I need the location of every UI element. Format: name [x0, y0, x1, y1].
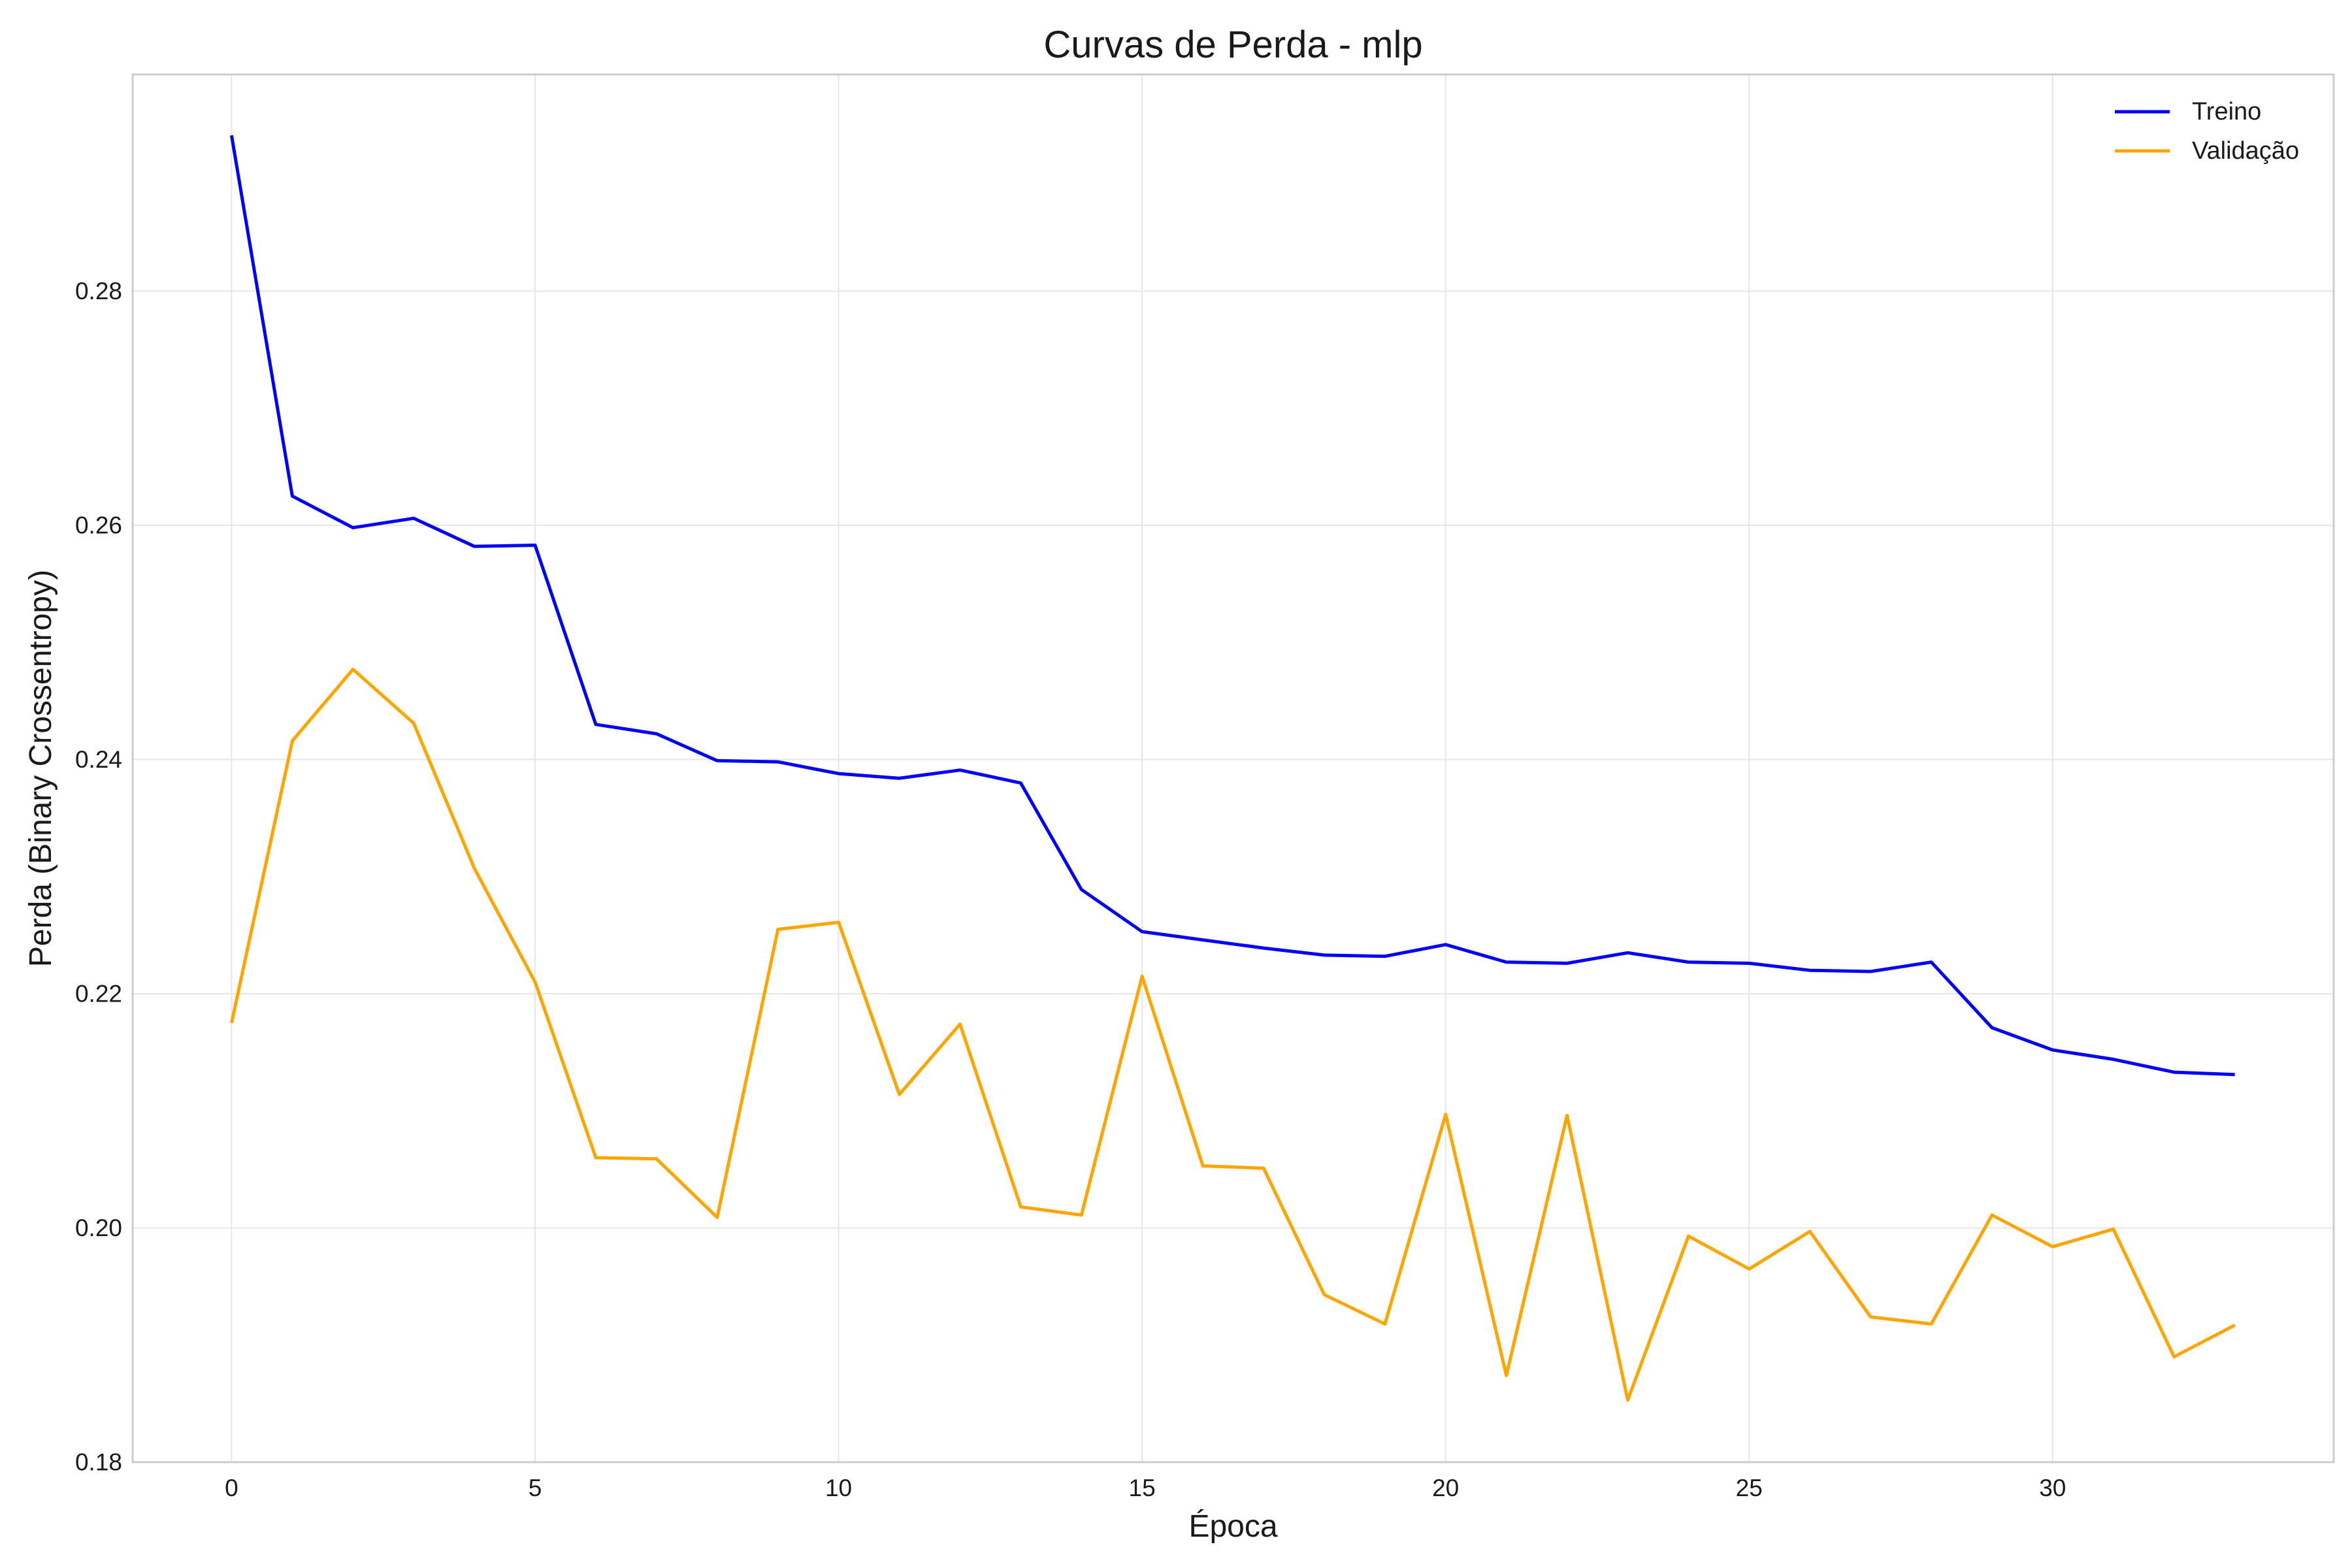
x-tick-label: 10 — [825, 1475, 852, 1501]
x-tick-label: 25 — [1736, 1475, 1763, 1501]
x-tick-label: 15 — [1129, 1475, 1156, 1501]
chart-title: Curvas de Perda - mlp — [1043, 24, 1422, 66]
legend: Treino Validação — [2115, 98, 2299, 165]
x-tick-label: 0 — [225, 1475, 238, 1501]
y-axis-label: Perda (Binary Crossentropy) — [24, 570, 58, 967]
legend-item-validacao: Validação — [2115, 137, 2299, 165]
legend-label: Validação — [2192, 137, 2299, 165]
legend-item-treino: Treino — [2115, 98, 2261, 125]
series-line-treino — [229, 135, 2235, 1077]
plot-area — [133, 74, 2334, 1462]
y-tick-label: 0.28 — [75, 278, 122, 304]
y-tick-label: 0.18 — [75, 1449, 122, 1476]
y-tick-label: 0.22 — [75, 981, 122, 1007]
x-tick-labels: 0 5 10 15 20 25 30 — [225, 1475, 2066, 1501]
x-tick-label: 30 — [2039, 1475, 2066, 1501]
y-tick-labels: 0.18 0.20 0.22 0.24 0.26 0.28 — [75, 278, 122, 1475]
y-tick-label: 0.20 — [75, 1215, 122, 1241]
x-axis-label: Época — [1188, 1509, 1277, 1544]
series-lines — [229, 135, 2236, 1402]
x-tick-label: 20 — [1432, 1475, 1459, 1501]
y-tick-label: 0.26 — [75, 512, 122, 539]
y-tick-label: 0.24 — [75, 746, 122, 773]
plot-frame — [131, 73, 2335, 1463]
legend-label: Treino — [2192, 98, 2261, 125]
x-tick-label: 5 — [529, 1475, 542, 1501]
series-line-validacao — [229, 668, 2236, 1402]
